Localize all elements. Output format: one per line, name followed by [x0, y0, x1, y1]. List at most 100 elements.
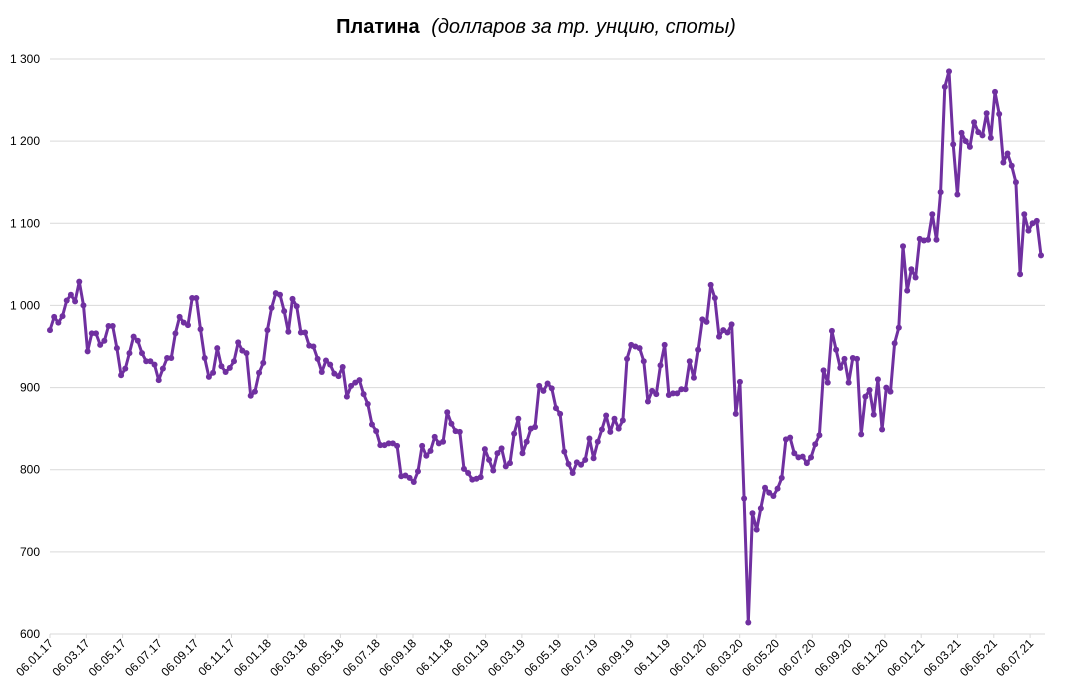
data-point — [611, 415, 618, 422]
data-point — [674, 390, 681, 397]
data-point — [883, 384, 890, 391]
data-point — [511, 430, 518, 437]
x-tick-label: 06.03.18 — [267, 636, 310, 679]
data-point — [431, 433, 438, 440]
data-point — [414, 468, 421, 475]
data-point — [1004, 150, 1011, 157]
data-line — [48, 69, 1043, 624]
data-point — [874, 376, 881, 383]
data-point — [912, 274, 919, 281]
data-point — [176, 313, 183, 320]
data-point — [678, 386, 685, 393]
data-point — [126, 350, 133, 357]
data-point — [218, 363, 225, 370]
data-point — [63, 297, 70, 304]
data-point — [858, 431, 865, 438]
data-point — [736, 378, 743, 385]
data-point — [870, 411, 877, 418]
data-point — [210, 369, 217, 376]
data-point — [276, 291, 283, 298]
data-point — [130, 333, 137, 340]
data-point — [310, 343, 317, 350]
data-point — [486, 456, 493, 463]
data-point — [88, 330, 95, 337]
data-point — [837, 364, 844, 371]
data-point — [607, 428, 614, 435]
data-point — [523, 438, 530, 445]
data-point — [962, 138, 969, 145]
data-point — [987, 134, 994, 141]
data-point — [841, 355, 848, 362]
data-point — [887, 388, 894, 395]
data-point — [377, 442, 384, 449]
x-tick-label: 06.01.18 — [231, 636, 274, 679]
data-point — [925, 236, 932, 243]
data-point — [753, 526, 760, 533]
data-point — [348, 382, 355, 389]
data-point — [343, 393, 350, 400]
data-point — [590, 455, 597, 462]
data-point — [59, 313, 66, 320]
data-point — [456, 428, 463, 435]
data-point — [1021, 211, 1028, 218]
data-point — [996, 111, 1003, 118]
data-point — [636, 345, 643, 352]
data-point — [582, 456, 589, 463]
data-point — [460, 465, 467, 472]
data-point — [314, 355, 321, 362]
data-point — [657, 362, 664, 369]
data-point — [410, 479, 417, 486]
data-point — [356, 377, 363, 384]
data-point — [364, 401, 371, 407]
data-point — [419, 442, 426, 449]
data-point — [465, 470, 472, 476]
data-point — [594, 438, 601, 445]
x-tick-label: 06.11.19 — [631, 636, 674, 679]
x-tick-label: 06.09.18 — [376, 636, 419, 679]
data-point — [854, 355, 861, 362]
data-point — [833, 346, 840, 353]
data-point — [113, 345, 120, 352]
data-point — [1008, 162, 1015, 169]
data-point — [80, 302, 87, 309]
data-point — [904, 287, 911, 294]
data-point — [615, 425, 622, 432]
data-point — [448, 420, 455, 427]
data-point — [845, 379, 852, 386]
data-point — [707, 281, 714, 288]
data-point — [285, 328, 292, 335]
data-point — [1012, 179, 1019, 186]
data-point — [289, 295, 296, 302]
data-point — [732, 410, 739, 417]
data-point — [540, 387, 547, 394]
data-point — [544, 380, 551, 387]
data-point — [247, 392, 254, 399]
data-point — [640, 358, 647, 365]
data-point — [686, 358, 693, 365]
data-point — [950, 141, 957, 148]
data-point — [603, 412, 610, 419]
data-point — [1038, 252, 1044, 259]
data-point — [92, 330, 99, 337]
y-tick-label: 700 — [20, 545, 40, 559]
x-tick-label: 06.01.17 — [13, 636, 56, 679]
x-tick-label: 06.01.19 — [449, 636, 492, 679]
x-tick-label: 06.03.17 — [49, 636, 92, 679]
data-point — [812, 441, 819, 448]
data-point — [222, 368, 229, 375]
data-point — [147, 358, 154, 365]
data-point — [966, 143, 973, 150]
data-point — [406, 474, 413, 481]
data-point — [51, 313, 58, 320]
data-point — [1000, 159, 1007, 166]
data-point — [598, 426, 605, 433]
data-point — [929, 211, 936, 218]
data-point — [803, 460, 810, 467]
y-tick-label: 1 000 — [10, 298, 40, 312]
x-tick-label: 06.05.17 — [86, 636, 129, 679]
data-point — [427, 447, 434, 454]
data-point — [791, 450, 798, 457]
y-tick-label: 1 300 — [10, 52, 40, 66]
data-point — [682, 386, 689, 393]
